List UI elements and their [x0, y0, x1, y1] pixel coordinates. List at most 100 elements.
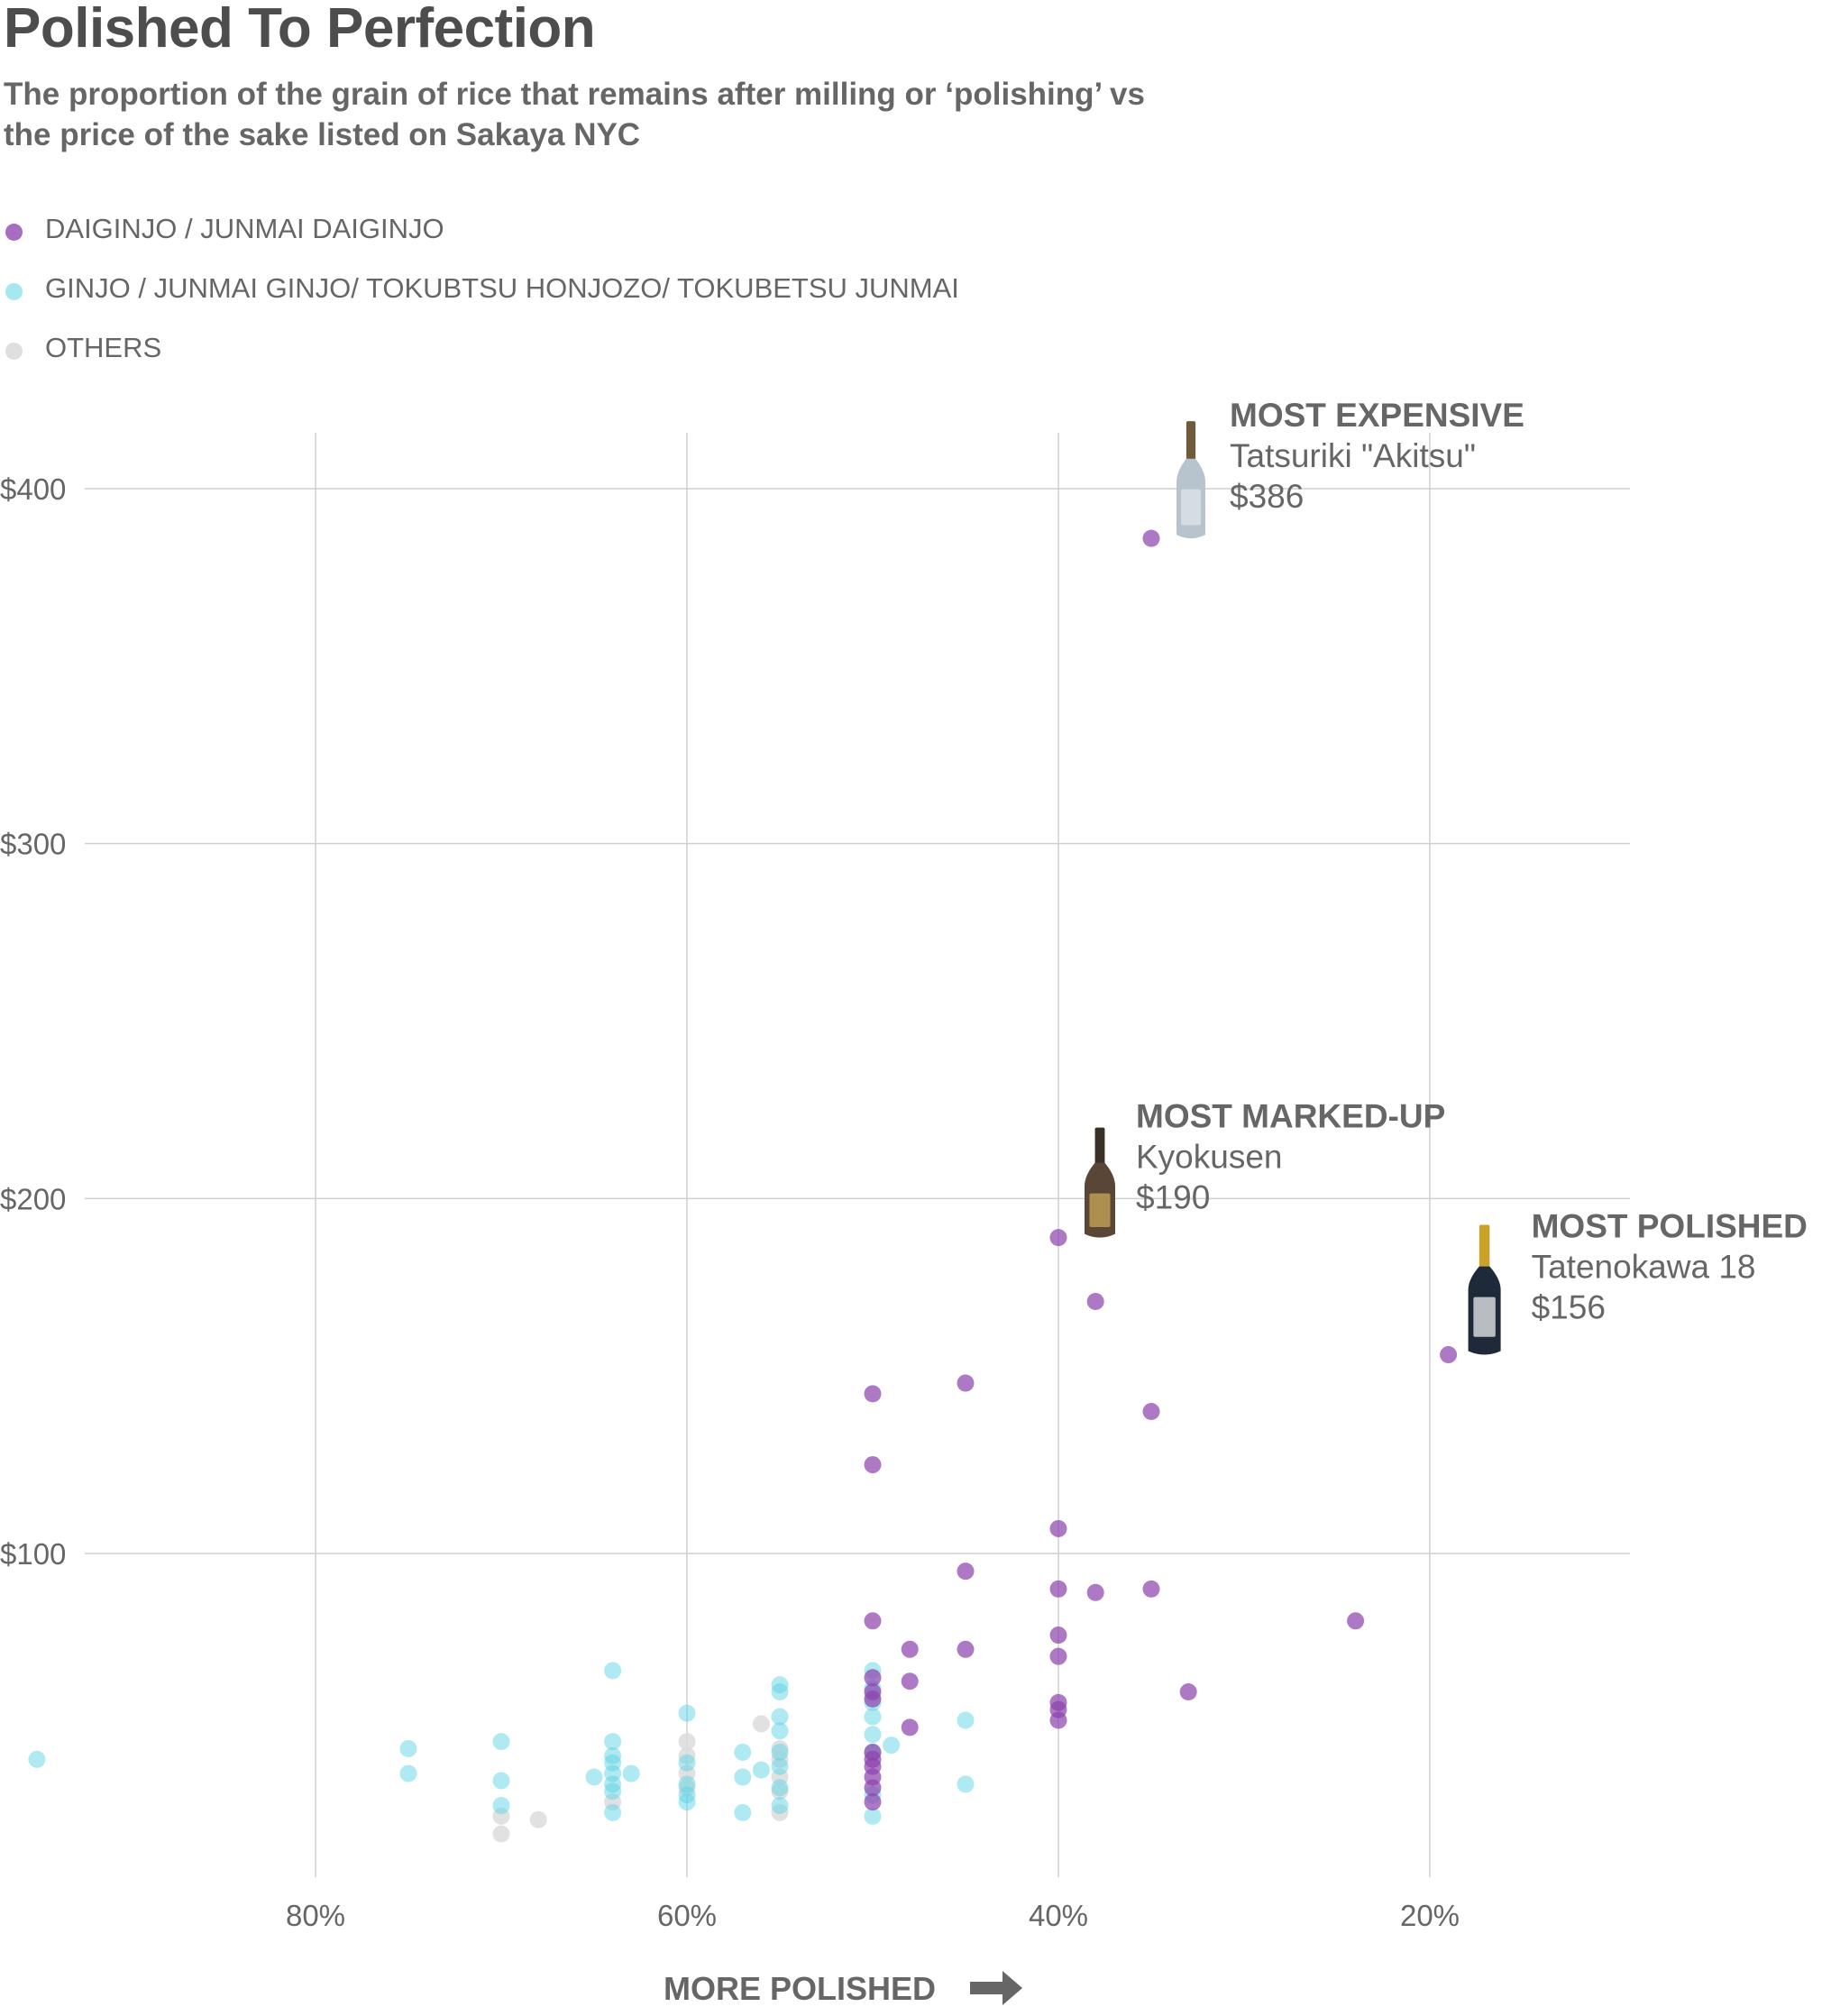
ginjo-point-15	[622, 1764, 640, 1782]
daiginjo-point-26	[1049, 1711, 1067, 1729]
bottle-polished-icon	[1468, 1224, 1501, 1355]
ginjo-point-30	[771, 1757, 789, 1775]
daiginjo-point-32	[864, 1779, 882, 1797]
annotation-polished-price: $156	[1532, 1289, 1606, 1326]
annotation-polished-heading: MOST POLISHED	[1532, 1208, 1808, 1245]
x-tick-label-40: 40%	[1029, 1899, 1088, 1932]
daiginjo-point-7	[864, 1456, 882, 1474]
daiginjo-point-1	[1049, 1229, 1067, 1247]
ginjo-point-22	[734, 1768, 752, 1786]
x-tick-label-60: 60%	[657, 1899, 717, 1932]
annotation-markedup-heading: MOST MARKED-UP	[1136, 1098, 1445, 1135]
chart-title: Polished To Perfection	[4, 0, 596, 60]
ginjo-point-29	[771, 1743, 789, 1761]
annotation-markedup-name: Kyokusen	[1136, 1139, 1283, 1176]
legend-swatch-others	[5, 343, 23, 360]
daiginjo-point-17	[957, 1640, 975, 1658]
point-layer	[28, 529, 1458, 1843]
daiginjo-point-16	[901, 1640, 919, 1658]
annotation-polished-name: Tatenokawa 18	[1532, 1249, 1756, 1286]
daiginjo-point-2	[1086, 1292, 1104, 1310]
bottle-markedup-icon	[1085, 1127, 1115, 1238]
ginjo-point-41	[883, 1737, 901, 1755]
ginjo-point-2	[399, 1764, 417, 1782]
ginjo-point-14	[604, 1803, 622, 1821]
ginjo-point-5	[492, 1797, 510, 1815]
daiginjo-point-4	[957, 1374, 975, 1392]
ginjo-point-3	[492, 1733, 510, 1751]
ginjo-point-28	[771, 1722, 789, 1740]
y-tick-label-200: $200	[0, 1182, 66, 1215]
grid-layer	[85, 433, 1630, 1877]
tick-layer: 80% 60% 40% 20% $100 $200 $300 $400	[0, 472, 1460, 1932]
daiginjo-point-6	[1142, 1403, 1160, 1421]
daiginjo-point-18	[1049, 1647, 1067, 1665]
daiginjo-point-13	[1347, 1612, 1365, 1630]
daiginjo-point-11	[1086, 1583, 1104, 1601]
ginjo-point-21	[734, 1743, 752, 1761]
ginjo-point-32	[771, 1797, 789, 1815]
x-axis-title-group: MORE POLISHED	[664, 1970, 1022, 2007]
bottle-layer	[1085, 421, 1501, 1355]
arrow-right-icon	[970, 1971, 1022, 2005]
annotation-markedup-price: $190	[1136, 1179, 1210, 1216]
ginjo-point-24	[752, 1761, 770, 1779]
chart-subtitle: The proportion of the grain of rice that…	[4, 74, 1284, 155]
ginjo-point-31	[771, 1779, 789, 1797]
daiginjo-point-20	[864, 1669, 882, 1687]
legend-label-others: OTHERS	[45, 332, 162, 363]
annotation-expensive-name: Tatsuriki "Akitsu"	[1230, 437, 1476, 474]
ginjo-point-27	[771, 1708, 789, 1726]
daiginjo-point-15	[1049, 1627, 1067, 1645]
daiginjo-point-8	[1049, 1519, 1067, 1537]
others-point-1	[492, 1825, 510, 1843]
daiginjo-point-3	[1440, 1346, 1458, 1364]
ginjo-point-42	[957, 1711, 975, 1729]
daiginjo-point-0	[1142, 529, 1160, 547]
ginjo-point-17	[678, 1754, 696, 1772]
daiginjo-point-19	[901, 1672, 919, 1691]
subtitle-line-1: The proportion of the grain of rice that…	[4, 77, 1145, 112]
others-point-2	[529, 1810, 547, 1828]
ginjo-point-23	[734, 1803, 752, 1821]
ginjo-point-8	[604, 1733, 622, 1751]
daiginjo-point-33	[864, 1793, 882, 1811]
legend-label-ginjo: GINJO / JUNMAI GINJO/ TOKUBTSU HONJOZO/ …	[45, 272, 959, 304]
y-tick-label-400: $400	[0, 472, 66, 506]
ginjo-point-26	[771, 1683, 789, 1701]
legend-swatch-daiginjo	[5, 224, 23, 241]
bottle-expensive-icon	[1176, 421, 1205, 539]
ginjo-point-13	[604, 1782, 622, 1801]
ginjo-point-20	[678, 1793, 696, 1811]
ginjo-point-40	[864, 1807, 882, 1825]
ginjo-point-16	[678, 1704, 696, 1722]
ginjo-point-7	[604, 1662, 622, 1680]
ginjo-point-4	[492, 1772, 510, 1790]
daiginjo-point-10	[1049, 1580, 1067, 1598]
annotation-expensive-price: $386	[1230, 478, 1304, 515]
others-point-4	[678, 1733, 696, 1751]
y-tick-label-100: $100	[0, 1537, 66, 1571]
daiginjo-point-21	[1179, 1683, 1197, 1701]
annotation-expensive-heading: MOST EXPENSIVE	[1230, 397, 1524, 434]
daiginjo-point-9	[957, 1562, 975, 1581]
x-tick-label-20: 20%	[1400, 1899, 1460, 1932]
daiginjo-point-5	[864, 1385, 882, 1403]
ginjo-point-0	[28, 1750, 46, 1768]
legend-swatch-ginjo	[5, 283, 23, 300]
daiginjo-point-12	[1142, 1580, 1160, 1598]
ginjo-point-36	[864, 1708, 882, 1726]
x-tick-label-80: 80%	[286, 1899, 345, 1932]
y-tick-label-300: $300	[0, 828, 66, 861]
daiginjo-point-14	[864, 1612, 882, 1630]
daiginjo-point-25	[864, 1683, 882, 1701]
ginjo-point-43	[957, 1775, 975, 1793]
x-axis-title: MORE POLISHED	[664, 1970, 936, 2007]
legend-label-daiginjo: DAIGINJO / JUNMAI DAIGINJO	[45, 213, 444, 244]
ginjo-point-1	[399, 1740, 417, 1758]
ginjo-point-6	[585, 1768, 603, 1786]
ginjo-point-37	[864, 1726, 882, 1744]
daiginjo-point-27	[901, 1718, 919, 1737]
